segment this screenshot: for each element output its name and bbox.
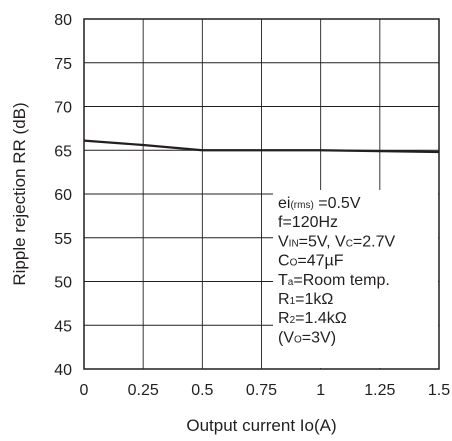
x-tick-label: 1.5 xyxy=(428,382,450,399)
annotation-line: R1=1kΩ xyxy=(278,291,333,308)
annotation-line: R2=1.4kΩ xyxy=(278,310,347,327)
annotation-line: VIN=5V, VC=2.7V xyxy=(278,233,396,250)
x-tick-label: 0.5 xyxy=(191,382,213,399)
annotation-text: =2.7V xyxy=(353,233,396,250)
annotation-line: (VO=3V) xyxy=(278,329,336,346)
y-tick-label: 45 xyxy=(54,318,72,335)
annotation-text: =3V) xyxy=(302,329,336,346)
annotation-text: =1.4kΩ xyxy=(295,310,347,327)
y-tick-labels: 40 45 50 55 60 65 70 75 80 xyxy=(54,12,72,379)
x-tick-label: 1 xyxy=(316,382,325,399)
annotation-subscript: 2 xyxy=(290,315,296,326)
annotation-text: R xyxy=(278,310,290,327)
annotation-text: ei xyxy=(278,195,290,212)
annotation-text: R xyxy=(278,291,290,308)
x-tick-label: 0.25 xyxy=(128,382,159,399)
annotation-text: =47µF xyxy=(297,253,343,270)
y-tick-label: 70 xyxy=(54,100,72,117)
annotation-subscript: C xyxy=(346,238,353,249)
x-tick-label: 0 xyxy=(80,382,89,399)
annotation-subscript: (rms) xyxy=(290,200,313,211)
annotation-text: =5V, V xyxy=(299,233,346,250)
annotation-subscript: a xyxy=(288,277,294,288)
annotation-line: CO=47µF xyxy=(278,253,344,270)
annotation-text: =Room temp. xyxy=(293,272,389,289)
y-axis-title: Ripple rejection RR (dB) xyxy=(10,102,29,285)
annotation-subscript: O xyxy=(290,258,298,269)
annotation-subscript: O xyxy=(294,334,302,345)
x-tick-label: 0.75 xyxy=(246,382,277,399)
y-tick-label: 60 xyxy=(54,187,72,204)
annotation-text: C xyxy=(278,253,290,270)
annotation-line: ei(rms) =0.5V xyxy=(278,195,361,212)
annotation-subscript: IN xyxy=(289,238,299,249)
annotation-text: T xyxy=(278,272,288,289)
y-tick-label: 40 xyxy=(54,362,72,379)
annotation-background xyxy=(273,190,438,368)
x-tick-labels: 0 0.25 0.5 0.75 1 1.25 1.5 xyxy=(80,382,451,399)
annotation-text: =0.5V xyxy=(314,195,361,212)
x-tick-label: 1.25 xyxy=(364,382,395,399)
annotation-subscript: 1 xyxy=(290,296,296,307)
y-tick-label: 50 xyxy=(54,275,72,292)
annotation-text: (V xyxy=(278,329,294,346)
y-tick-label: 65 xyxy=(54,143,72,160)
annotation-text: =1kΩ xyxy=(295,291,333,308)
series-line xyxy=(83,139,440,154)
y-tick-label: 75 xyxy=(54,56,72,73)
x-axis-title: Output current Io(A) xyxy=(186,416,336,435)
annotation-line: Ta=Room temp. xyxy=(278,272,390,289)
y-tick-label: 80 xyxy=(54,12,72,29)
annotation-text: f=120Hz xyxy=(278,214,338,231)
plot-frame xyxy=(83,18,440,370)
annotation-text: V xyxy=(278,233,289,250)
y-tick-label: 55 xyxy=(54,231,72,248)
annotation-line: f=120Hz xyxy=(278,214,338,231)
